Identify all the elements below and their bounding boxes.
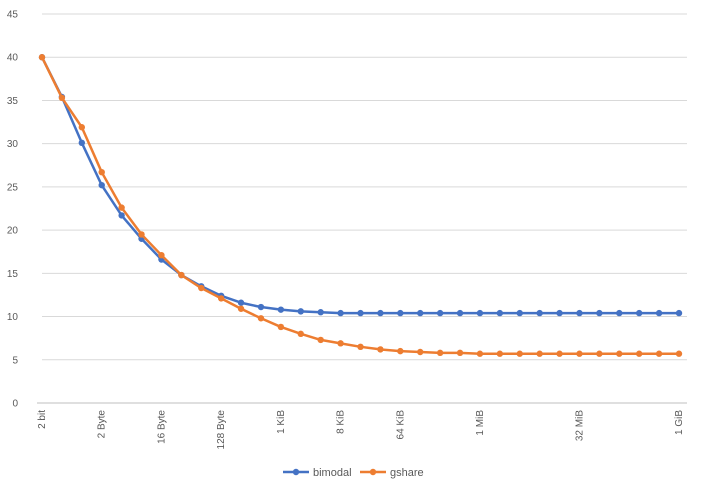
data-point [556, 309, 563, 317]
data-point [178, 271, 185, 279]
legend-item-gshare: gshare [360, 467, 424, 479]
data-point [377, 309, 384, 317]
series-line [40, 55, 681, 355]
x-tick-label: 2 bit [37, 410, 48, 429]
x-tick-label: 1 KiB [276, 410, 287, 434]
data-point [337, 309, 344, 317]
series-gshare [38, 54, 683, 357]
data-point [476, 309, 484, 317]
data-point [337, 340, 344, 347]
x-tick-label: 1 MiB [475, 410, 486, 436]
data-point [297, 330, 304, 338]
y-tick-label: 35 [7, 96, 19, 107]
series-bimodal [38, 54, 683, 317]
data-point [675, 309, 683, 317]
data-point [576, 309, 583, 317]
data-point [536, 350, 543, 357]
data-point [436, 309, 444, 317]
legend-item-bimodal: bimodal [283, 467, 352, 479]
x-tick-label: 32 MiB [574, 410, 585, 441]
data-point [496, 309, 504, 317]
y-tick-label: 20 [7, 226, 19, 237]
data-point [277, 306, 285, 313]
legend-marker [369, 468, 377, 476]
x-tick-label: 1 GiB [674, 410, 685, 435]
legend-label: gshare [390, 467, 424, 479]
data-point [98, 168, 105, 176]
data-point [417, 348, 424, 356]
data-point [556, 350, 563, 357]
data-point [317, 309, 324, 316]
data-point [397, 309, 404, 317]
y-tick-label: 25 [7, 182, 19, 193]
data-point [655, 309, 663, 317]
x-tick-label: 128 Byte [216, 410, 227, 450]
axes: 0 5 10 15 20 25 30 35 40 45 2 bit 2 Byte 16 Byte 128 … [7, 10, 687, 450]
data-point [616, 350, 623, 357]
legend: bimodal gshare [283, 467, 424, 479]
y-tick-label: 15 [7, 269, 19, 280]
data-point [158, 251, 165, 259]
y-tick-label: 45 [7, 10, 19, 21]
data-point [596, 309, 603, 317]
data-point [78, 139, 86, 147]
data-point [138, 231, 145, 238]
x-tick-label: 2 Byte [97, 410, 108, 439]
data-point [616, 309, 623, 317]
data-point [377, 346, 384, 353]
legend-marker [292, 468, 300, 476]
data-point [257, 303, 265, 311]
data-point [476, 350, 484, 357]
data-point [675, 350, 683, 357]
y-tick-label: 5 [12, 355, 18, 366]
data-point [118, 212, 125, 219]
data-point [357, 309, 364, 317]
x-tick-label: 16 Byte [156, 410, 167, 444]
data-point [635, 309, 643, 317]
data-point [635, 350, 643, 357]
data-point [317, 336, 324, 344]
data-point [576, 350, 583, 357]
data-point [237, 305, 245, 312]
data-point [536, 309, 543, 317]
data-point [655, 350, 663, 357]
data-point [38, 54, 46, 61]
x-tick-label: 64 KiB [395, 410, 406, 440]
data-point [217, 295, 225, 302]
series-group [38, 54, 683, 357]
data-point [456, 349, 464, 357]
data-point [516, 309, 523, 317]
data-point [58, 94, 66, 102]
legend-label: bimodal [313, 467, 352, 479]
y-tick-label: 0 [12, 399, 18, 410]
data-point [596, 350, 603, 357]
data-point [397, 347, 404, 355]
data-point [456, 309, 464, 317]
data-point [257, 315, 265, 322]
data-point [516, 350, 523, 357]
data-point [237, 299, 245, 306]
data-point [417, 309, 424, 317]
y-tick-label: 30 [7, 139, 19, 150]
y-tick-label: 40 [7, 53, 19, 64]
data-point [98, 181, 105, 189]
data-point [496, 350, 504, 357]
data-point [78, 124, 86, 131]
data-point [357, 343, 364, 351]
data-point [297, 308, 304, 315]
data-point [436, 349, 444, 357]
data-point [277, 323, 285, 331]
y-tick-label: 10 [7, 312, 19, 323]
grid-lines [42, 13, 687, 361]
data-point [118, 204, 125, 211]
x-tick-label: 8 KiB [336, 410, 347, 434]
data-point [198, 284, 205, 292]
series-line [40, 55, 681, 315]
